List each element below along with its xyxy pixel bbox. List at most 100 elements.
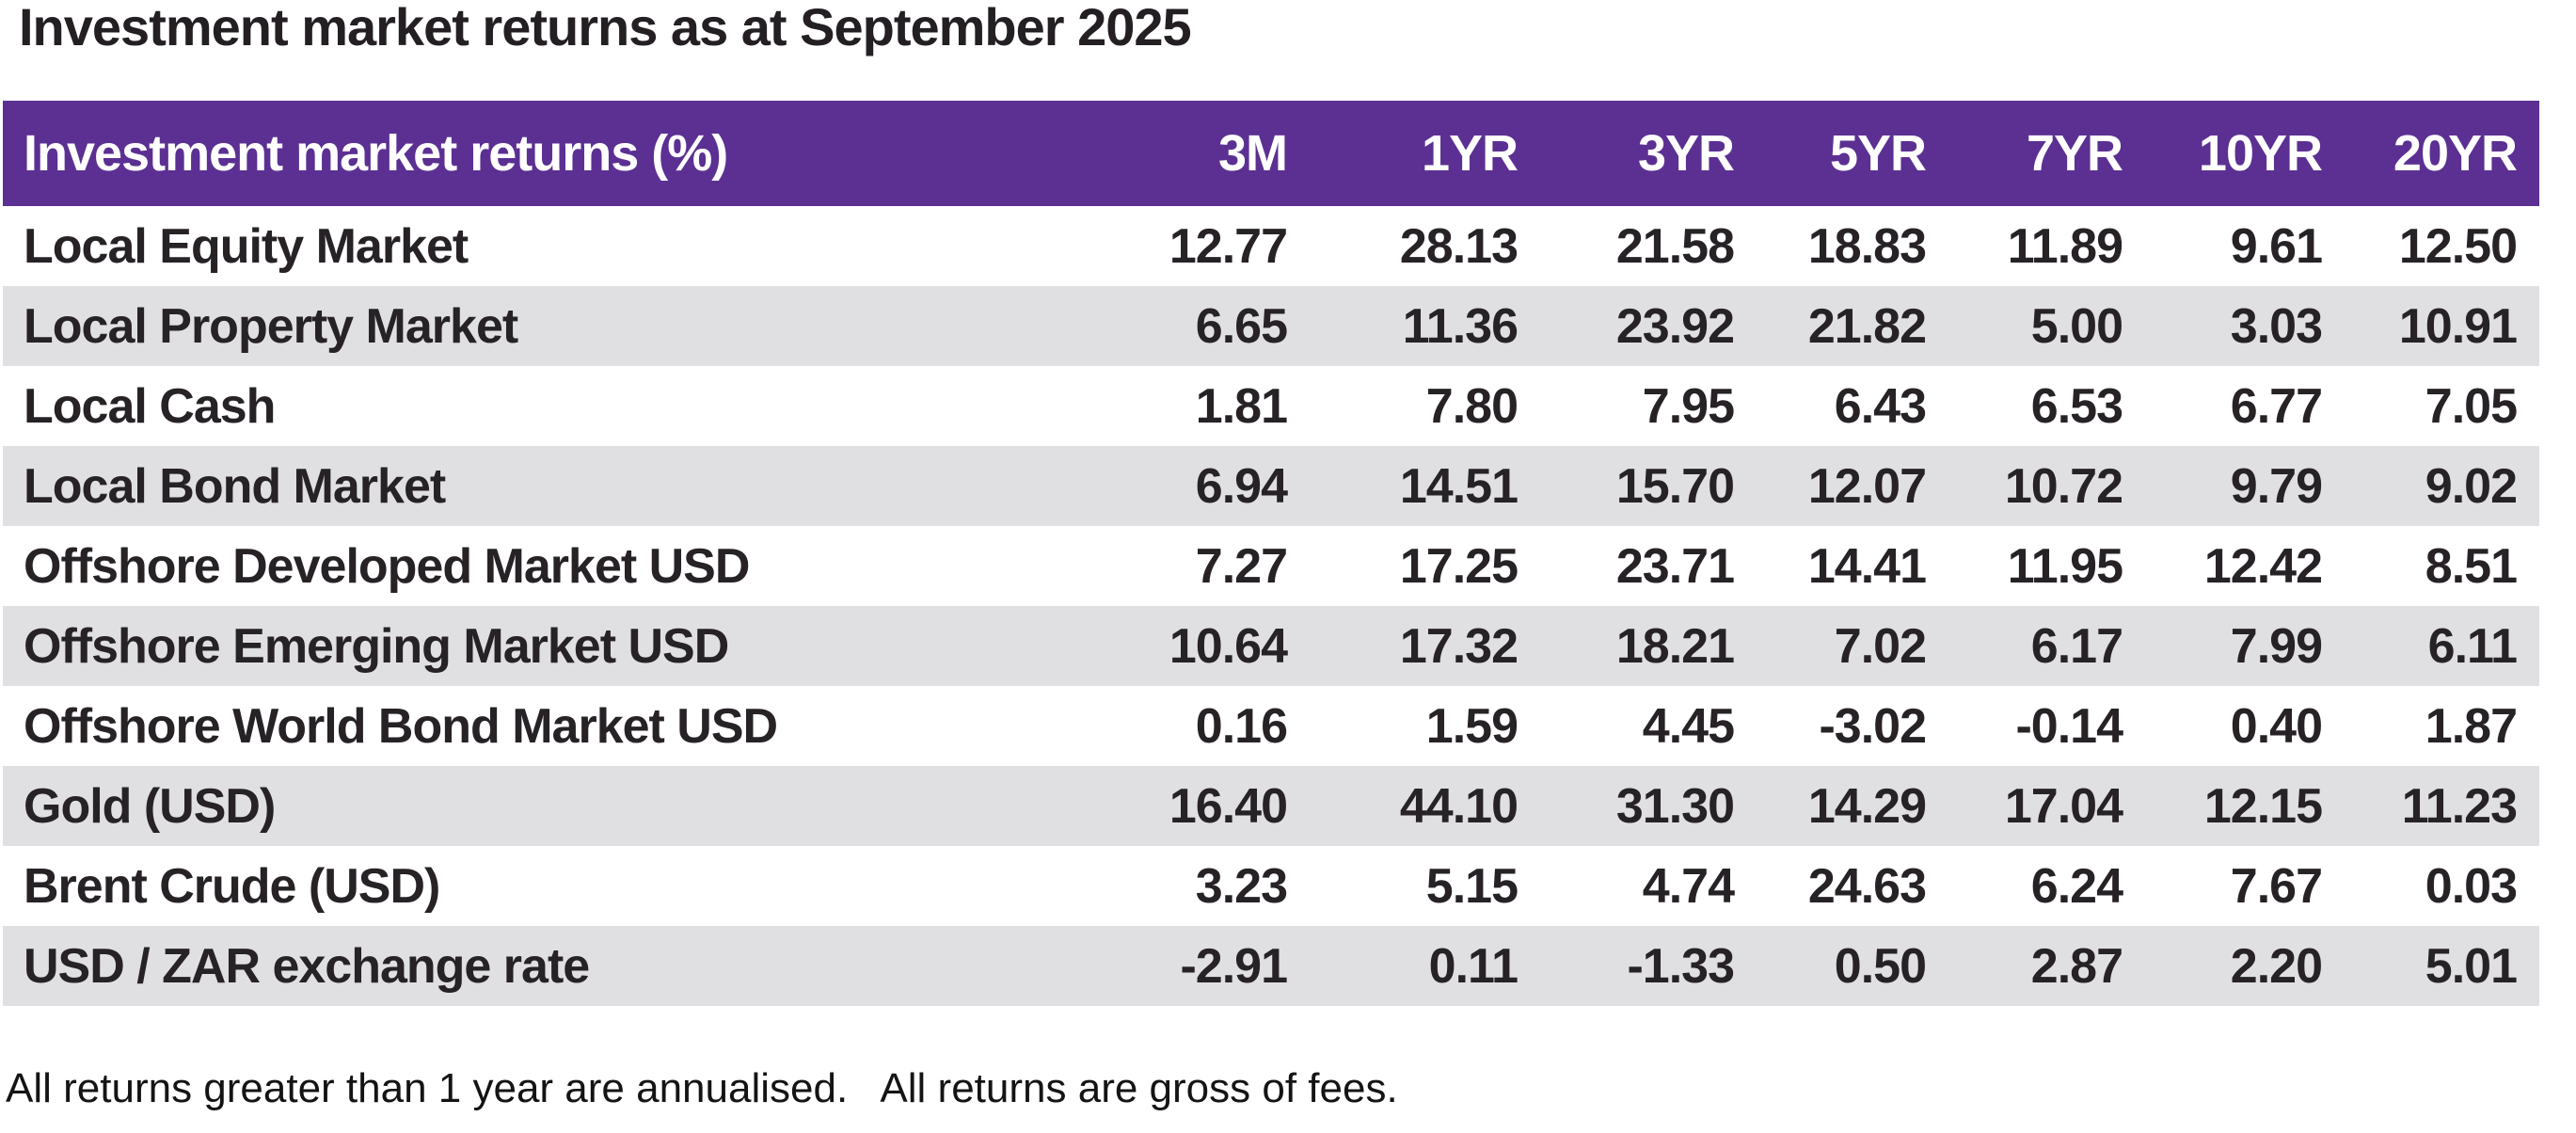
return-value: 15.70: [1615, 458, 1735, 514]
return-value: 1.87: [2425, 698, 2518, 754]
return-value: 5.00: [2030, 298, 2123, 354]
return-value: 17.25: [1399, 538, 1519, 594]
return-value: 24.63: [1807, 858, 1927, 914]
return-value: 8.51: [2425, 538, 2518, 594]
return-value: 17.32: [1399, 618, 1519, 674]
row-label: USD / ZAR exchange rate: [24, 938, 590, 994]
return-value: 9.02: [2425, 458, 2518, 514]
return-value: 7.27: [1195, 538, 1288, 594]
table-row: Local Bond Market 6.94 14.51 15.70 12.07 10.7…: [3, 446, 2539, 526]
return-value: -1.33: [1627, 938, 1735, 994]
return-value: 7.02: [1834, 618, 1927, 674]
return-value: 2.87: [2030, 938, 2123, 994]
header-returns-label: Investment market returns (%): [24, 125, 728, 182]
row-label: Offshore Developed Market USD: [24, 538, 750, 594]
return-value: 17.04: [2004, 778, 2123, 834]
header-col-20yr: 20YR: [2393, 125, 2518, 182]
header-col-5yr: 5YR: [1829, 125, 1927, 182]
return-value: 21.58: [1615, 218, 1735, 274]
table-row: Offshore Emerging Market USD 10.64 17.32 18…: [3, 606, 2539, 686]
return-value: 0.50: [1834, 938, 1927, 994]
header-col-3m: 3M: [1217, 125, 1288, 182]
return-value: 9.79: [2230, 458, 2323, 514]
return-value: 6.65: [1195, 298, 1288, 354]
return-value: 6.43: [1834, 378, 1927, 434]
return-value: 6.11: [2427, 618, 2518, 674]
return-value: 23.71: [1615, 538, 1735, 594]
return-value: 11.95: [2007, 538, 2123, 594]
return-value: 6.77: [2230, 378, 2323, 434]
return-value: 12.42: [2203, 538, 2323, 594]
return-value: 10.64: [1169, 618, 1288, 674]
return-value: 11.36: [1402, 298, 1519, 354]
table-header-row: Investment market returns (%) 3M 1YR 3YR…: [3, 101, 2539, 206]
return-value: 1.59: [1425, 698, 1519, 754]
header-col-1yr: 1YR: [1421, 125, 1519, 182]
return-value: 12.50: [2398, 218, 2518, 274]
return-value: 10.72: [2004, 458, 2123, 514]
table-row: Local Cash 1.81 7.80 7.95 6.43 6.53 6.77 7.05: [3, 366, 2539, 446]
page-title: Investment market returns as at Septembe…: [19, 0, 1192, 56]
return-value: 3.23: [1195, 858, 1288, 914]
return-value: -3.02: [1819, 698, 1927, 754]
return-value: 4.74: [1642, 858, 1735, 914]
return-value: 10.91: [2398, 298, 2518, 354]
return-value: 0.16: [1195, 698, 1288, 754]
row-label: Offshore Emerging Market USD: [24, 618, 729, 674]
table-row: Brent Crude (USD) 3.23 5.15 4.74 24.63 6.24 7.…: [3, 846, 2539, 926]
return-value: 6.24: [2030, 858, 2123, 914]
return-value: -2.91: [1180, 938, 1288, 994]
return-value: 2.20: [2230, 938, 2323, 994]
return-value: 1.81: [1195, 378, 1288, 434]
return-value: 14.51: [1399, 458, 1519, 514]
return-value: 0.40: [2230, 698, 2323, 754]
return-value: 0.03: [2425, 858, 2518, 914]
return-value: 6.17: [2030, 618, 2123, 674]
return-value: 31.30: [1615, 778, 1735, 834]
return-value: 12.07: [1807, 458, 1927, 514]
header-col-3yr: 3YR: [1637, 125, 1735, 182]
return-value: 3.03: [2230, 298, 2323, 354]
header-col-10yr: 10YR: [2198, 125, 2323, 182]
return-value: 16.40: [1169, 778, 1288, 834]
row-label: Local Bond Market: [24, 458, 446, 514]
return-value: -0.14: [2015, 698, 2123, 754]
row-label: Local Equity Market: [24, 218, 469, 274]
return-value: 6.94: [1195, 458, 1288, 514]
return-value: 7.05: [2425, 378, 2518, 434]
table-row: Local Equity Market 12.77 28.13 21.58 18.83 1…: [3, 206, 2539, 286]
table-row: Gold (USD) 16.40 44.10 31.30 14.29 17.04 12.15…: [3, 766, 2539, 846]
return-value: 18.83: [1807, 218, 1927, 274]
return-value: 18.21: [1615, 618, 1735, 674]
return-value: 12.15: [2203, 778, 2323, 834]
row-label: Gold (USD): [24, 778, 276, 834]
return-value: 7.95: [1642, 378, 1735, 434]
return-value: 5.15: [1425, 858, 1519, 914]
row-label: Local Property Market: [24, 298, 518, 354]
return-value: 11.23: [2401, 778, 2518, 834]
return-value: 7.80: [1425, 378, 1519, 434]
return-value: 44.10: [1399, 778, 1519, 834]
return-value: 14.41: [1807, 538, 1927, 594]
table-row: Offshore Developed Market USD 7.27 17.25 23…: [3, 526, 2539, 606]
return-value: 14.29: [1807, 778, 1927, 834]
return-value: 7.99: [2230, 618, 2323, 674]
header-col-7yr: 7YR: [2026, 125, 2123, 182]
return-value: 9.61: [2230, 218, 2323, 274]
row-label: Local Cash: [24, 378, 276, 434]
return-value: 28.13: [1399, 218, 1519, 274]
return-value: 4.45: [1642, 698, 1735, 754]
table-row: USD / ZAR exchange rate -2.91 0.11 -1.33 0.5…: [3, 926, 2539, 1006]
table-row: Local Property Market 6.65 11.36 23.92 21.82…: [3, 286, 2539, 366]
return-value: 6.53: [2030, 378, 2123, 434]
return-value: 21.82: [1807, 298, 1927, 354]
return-value: 0.11: [1428, 938, 1519, 994]
table-body: Local Equity Market 12.77 28.13 21.58 18.83 1…: [3, 206, 2539, 1006]
table-row: Offshore World Bond Market USD 0.16 1.59 4.…: [3, 686, 2539, 766]
return-value: 23.92: [1615, 298, 1735, 354]
return-value: 5.01: [2425, 938, 2518, 994]
return-value: 12.77: [1169, 218, 1288, 274]
row-label: Brent Crude (USD): [24, 858, 440, 914]
footnote: All returns greater than 1 year are annu…: [6, 1065, 1398, 1111]
